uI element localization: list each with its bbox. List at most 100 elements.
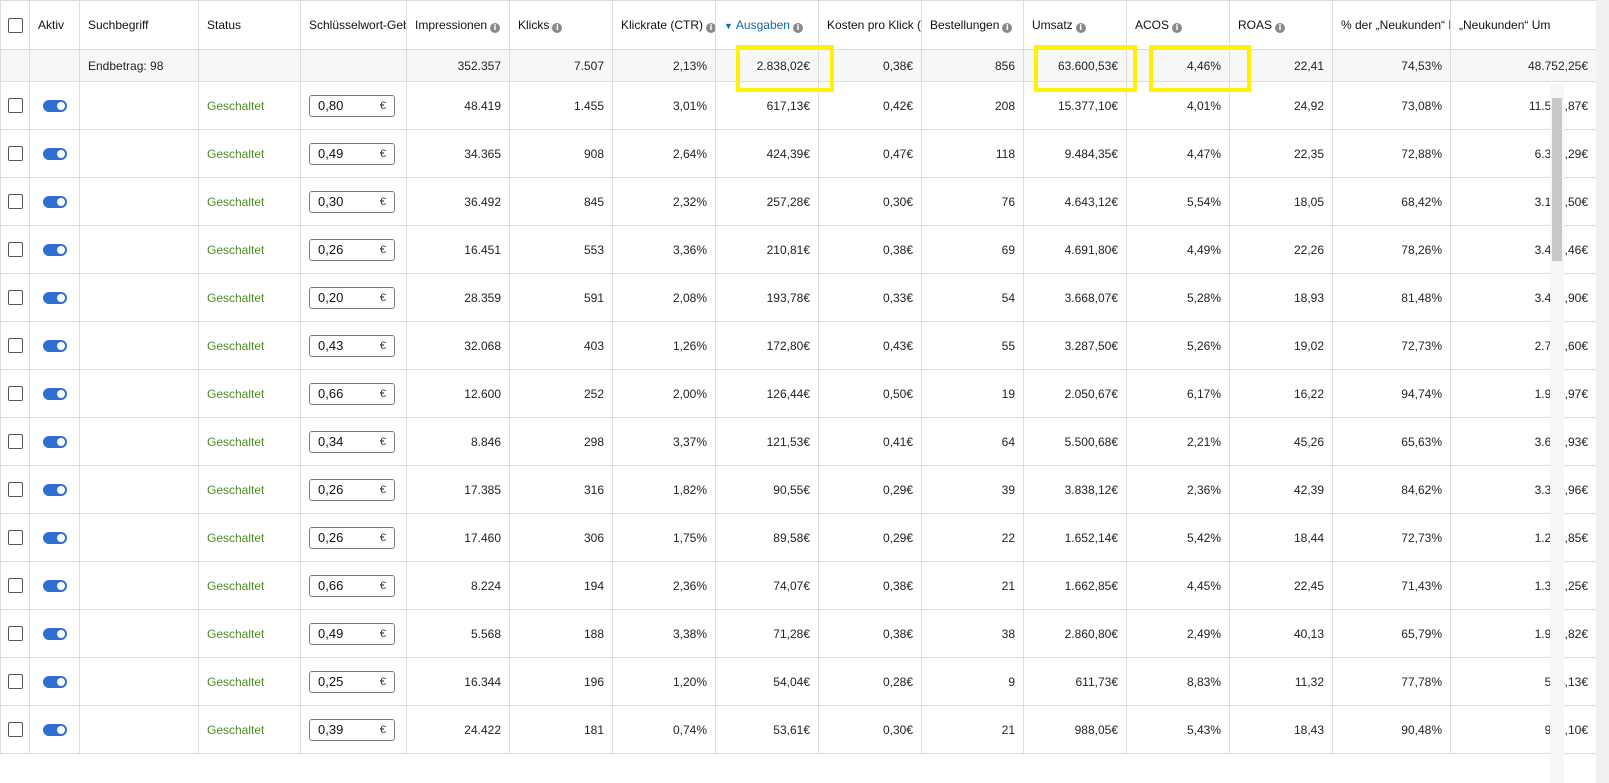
column-header-5[interactable]: Impressionen i <box>406 0 510 50</box>
row-checkbox[interactable] <box>7 530 23 546</box>
active-toggle[interactable] <box>42 436 67 449</box>
active-toggle[interactable] <box>42 388 67 401</box>
column-header-14[interactable]: % der „Neukunden“ B <box>1332 0 1451 50</box>
page-scrollbar[interactable] <box>1596 0 1609 783</box>
info-icon[interactable]: i <box>1075 22 1086 33</box>
metric-clicks: 403 <box>509 321 613 370</box>
status-cell: Geschaltet <box>198 561 301 610</box>
column-header-3[interactable]: Status <box>198 0 301 50</box>
active-toggle[interactable] <box>42 292 67 305</box>
active-toggle[interactable] <box>42 532 67 545</box>
status-cell: Geschaltet <box>198 705 301 754</box>
metric-orders: 64 <box>921 417 1024 466</box>
bid-cell: 0,43 € <box>300 321 407 370</box>
metric-acos: 5,43% <box>1126 705 1230 754</box>
status-text: Geschaltet <box>207 98 265 113</box>
info-icon[interactable]: i <box>706 22 715 33</box>
metric-ntb-sales: 3.449,90€ <box>1450 273 1596 322</box>
row-checkbox[interactable] <box>7 146 23 162</box>
column-header-label: Kosten pro Klick ( <box>827 18 922 32</box>
info-icon[interactable]: i <box>1002 22 1013 33</box>
row-aktiv-cell <box>29 657 80 706</box>
metric-ctr: 1,26% <box>612 321 716 370</box>
column-header-12[interactable]: ACOS i <box>1126 0 1230 50</box>
column-header-15[interactable]: „Neukunden“ Um <box>1450 0 1596 50</box>
keyword-bid-input[interactable]: 0,66 € <box>309 574 395 597</box>
active-toggle[interactable] <box>42 340 67 353</box>
keyword-bid-input[interactable]: 0,26 € <box>309 526 395 549</box>
table-row: Geschaltet 0,49 €5.568 188 3,38% 71,28€ 0,38€ 3… <box>0 609 1596 658</box>
column-header-9[interactable]: Kosten pro Klick ( <box>818 0 922 50</box>
row-checkbox-cell <box>0 465 30 514</box>
row-checkbox[interactable] <box>7 626 23 642</box>
column-header-6[interactable]: Klicks i <box>509 0 613 50</box>
metric-ntb-pct: 72,88% <box>1332 129 1451 178</box>
keyword-bid-input[interactable]: 0,20 € <box>309 286 395 309</box>
row-checkbox[interactable] <box>7 290 23 306</box>
column-header-8[interactable]: ▼ Ausgaben i <box>715 0 819 50</box>
row-checkbox-cell <box>0 657 30 706</box>
table-scrollbar-thumb[interactable] <box>1552 98 1562 261</box>
row-checkbox[interactable] <box>7 194 23 210</box>
column-header-0[interactable] <box>0 0 30 50</box>
column-header-4[interactable]: Schlüsselwort-Geb <box>300 0 407 50</box>
status-text: Geschaltet <box>207 242 265 257</box>
keyword-bid-input[interactable]: 0,66 € <box>309 382 395 405</box>
metric-ctr: 1,75% <box>612 513 716 562</box>
metric-spend: 172,80€ <box>715 321 819 370</box>
select-all-checkbox[interactable] <box>7 17 23 33</box>
info-icon[interactable]: i <box>1275 22 1286 33</box>
totals-orders: 856 <box>921 49 1024 82</box>
row-checkbox[interactable] <box>7 242 23 258</box>
active-toggle[interactable] <box>42 676 67 689</box>
column-header-7[interactable]: Klickrate (CTR) i <box>612 0 716 50</box>
row-checkbox[interactable] <box>7 434 23 450</box>
keyword-bid-input[interactable]: 0,49 € <box>309 622 395 645</box>
totals-bid-cell <box>300 49 407 82</box>
column-header-2[interactable]: Suchbegriff <box>79 0 199 50</box>
row-checkbox[interactable] <box>7 338 23 354</box>
info-icon[interactable]: i <box>1172 22 1183 33</box>
metric-ntb-sales: 3.428,46€ <box>1450 225 1596 274</box>
info-icon[interactable]: i <box>552 22 563 33</box>
metric-orders: 22 <box>921 513 1024 562</box>
row-checkbox[interactable] <box>7 722 23 738</box>
keyword-bid-input[interactable]: 0,30 € <box>309 190 395 213</box>
keyword-bid-input[interactable]: 0,80 € <box>309 94 395 117</box>
active-toggle[interactable] <box>42 196 67 209</box>
row-checkbox[interactable] <box>7 674 23 690</box>
row-checkbox[interactable] <box>7 578 23 594</box>
metric-acos: 5,28% <box>1126 273 1230 322</box>
column-header-10[interactable]: Bestellungen i <box>921 0 1024 50</box>
status-text: Geschaltet <box>207 338 265 353</box>
active-toggle[interactable] <box>42 244 67 257</box>
column-header-1[interactable]: Aktiv <box>29 0 80 50</box>
active-toggle[interactable] <box>42 580 67 593</box>
keyword-bid-input[interactable]: 0,26 € <box>309 238 395 261</box>
keyword-bid-input[interactable]: 0,43 € <box>309 334 395 357</box>
keyword-bid-input[interactable]: 0,49 € <box>309 142 395 165</box>
active-toggle[interactable] <box>42 724 67 737</box>
keyword-bid-input[interactable]: 0,39 € <box>309 718 395 741</box>
keyword-bid-input[interactable]: 0,26 € <box>309 478 395 501</box>
active-toggle[interactable] <box>42 484 67 497</box>
status-cell: Geschaltet <box>198 321 301 370</box>
column-header-11[interactable]: Umsatz i <box>1023 0 1127 50</box>
table-header: Aktiv Suchbegriff Status Schlüsselwort-Geb I… <box>0 0 1596 50</box>
info-icon[interactable]: i <box>490 22 501 33</box>
metric-cpc: 0,41€ <box>818 417 922 466</box>
info-icon[interactable]: i <box>792 22 803 33</box>
active-toggle[interactable] <box>42 148 67 161</box>
row-checkbox[interactable] <box>7 482 23 498</box>
row-checkbox[interactable] <box>7 98 23 114</box>
keyword-bid-input[interactable]: 0,25 € <box>309 670 395 693</box>
active-toggle[interactable] <box>42 100 67 113</box>
active-toggle[interactable] <box>42 628 67 641</box>
row-checkbox-cell <box>0 321 30 370</box>
metric-spend: 74,07€ <box>715 561 819 610</box>
metric-ntb-pct: 71,43% <box>1332 561 1451 610</box>
euro-icon: € <box>379 435 386 448</box>
row-checkbox[interactable] <box>7 386 23 402</box>
keyword-bid-input[interactable]: 0,34 € <box>309 430 395 453</box>
column-header-13[interactable]: ROAS i <box>1229 0 1333 50</box>
